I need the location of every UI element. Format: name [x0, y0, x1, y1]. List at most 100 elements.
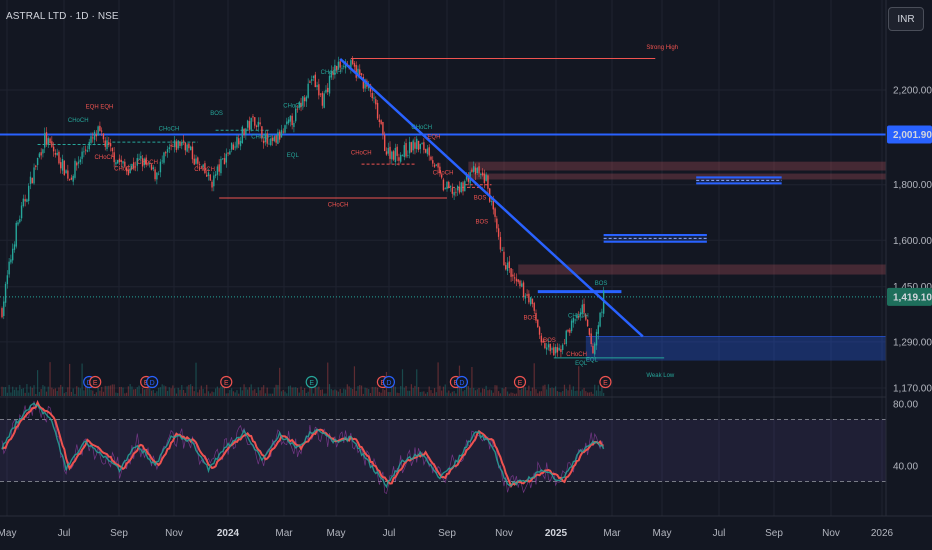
time-tick-label: May	[0, 528, 16, 539]
volume-bar	[56, 391, 58, 396]
volume-bar	[425, 393, 427, 396]
structure-label: CHoCH	[568, 314, 589, 320]
volume-bar	[211, 391, 213, 396]
candle-body	[44, 133, 46, 148]
volume-bar	[540, 391, 542, 396]
volume-bar	[175, 393, 178, 396]
last-price-badge	[887, 287, 932, 306]
candle-body	[117, 160, 119, 164]
volume-bar	[118, 386, 121, 396]
supply-zone	[518, 264, 886, 275]
candle-body	[193, 158, 195, 165]
candle-body	[291, 115, 293, 126]
time-tick-label: Nov	[165, 528, 183, 539]
candle-body	[554, 346, 557, 354]
candle-body	[136, 158, 138, 166]
volume-bar	[29, 386, 32, 396]
candle-body	[157, 173, 160, 175]
volume-bar	[471, 366, 473, 396]
volume-bar	[270, 393, 272, 396]
volume-bar	[563, 384, 566, 396]
candle-body	[309, 81, 311, 83]
candle-body	[334, 65, 336, 75]
candle-body	[143, 158, 146, 165]
candle-body	[387, 147, 389, 154]
candle-body	[389, 146, 391, 159]
candle-body	[197, 157, 199, 164]
candle-body	[318, 84, 320, 96]
candle-body	[513, 277, 516, 279]
volume-bar	[215, 388, 217, 396]
volume-bar	[200, 385, 202, 396]
candle-body	[20, 205, 23, 219]
volume-bar	[382, 389, 384, 396]
grid	[0, 0, 886, 516]
volume-bar	[441, 390, 443, 396]
candle-body	[597, 325, 599, 334]
candle-body	[68, 179, 71, 180]
price-axis: 2,200.00 1,800.00 1,600.00 1,450.00 1,290.00…	[885, 0, 932, 516]
price-tick-label: 1,600.00	[893, 236, 932, 247]
trendline[interactable]	[339, 57, 644, 338]
volume-bar	[460, 384, 462, 396]
volume-bar	[476, 389, 478, 396]
volume-bar	[247, 389, 249, 396]
candle-body	[563, 343, 566, 345]
candle-body	[485, 174, 487, 181]
candle-body	[416, 138, 418, 150]
volume-bar	[451, 391, 453, 396]
volume-bar	[206, 384, 208, 396]
candle-body	[510, 268, 512, 277]
volume-bar	[37, 370, 39, 396]
candle-body	[166, 149, 169, 153]
structure-label: CHoCH	[68, 118, 89, 124]
volume-bar	[369, 392, 372, 396]
volume-bar	[72, 388, 74, 396]
candle-body	[360, 73, 363, 76]
volume-bar	[368, 389, 370, 396]
candle-body	[547, 344, 550, 348]
candle-body	[417, 140, 420, 150]
candle-body	[13, 244, 16, 250]
candle-body	[551, 348, 553, 350]
time-tick-label: 2024	[217, 528, 240, 539]
event-marker-circle	[513, 375, 527, 389]
volume-bar	[10, 392, 12, 396]
volume-bar	[343, 388, 345, 396]
volume-bar	[409, 390, 411, 396]
volume-bar	[501, 387, 503, 396]
price-tick-label: 2,200.00	[893, 86, 932, 97]
volume-bar	[24, 392, 26, 396]
candle-body	[111, 147, 114, 152]
volume-bar	[433, 388, 436, 396]
candle-body	[10, 259, 12, 263]
candle-body	[481, 172, 484, 176]
volume-bar	[152, 390, 154, 396]
volume-bar	[115, 392, 117, 396]
candle-body	[120, 159, 122, 162]
volume-bar	[250, 384, 252, 396]
candle-body	[407, 155, 409, 156]
volume-bar	[480, 392, 482, 396]
volume-bar	[603, 392, 605, 396]
volume-bar	[389, 392, 391, 396]
candle-body	[506, 262, 509, 271]
volume-bar	[104, 385, 106, 396]
annotations: Strong High Weak Low CHoCH BOS CHoCH EQH EQH C…	[68, 45, 678, 379]
volume-bar	[428, 386, 430, 396]
volume-bar	[357, 386, 359, 396]
candle-body	[241, 126, 243, 143]
currency-button[interactable]: INR	[888, 7, 924, 31]
volume-bar	[553, 388, 555, 396]
candle-body	[408, 141, 411, 154]
candle-body	[456, 185, 459, 191]
volume-bar	[538, 391, 541, 396]
candle-body	[303, 97, 306, 102]
candle-body	[3, 301, 5, 316]
candle-body	[439, 166, 441, 174]
candle-body	[177, 140, 179, 149]
volume-bar	[439, 385, 441, 396]
candle-body	[234, 146, 236, 148]
